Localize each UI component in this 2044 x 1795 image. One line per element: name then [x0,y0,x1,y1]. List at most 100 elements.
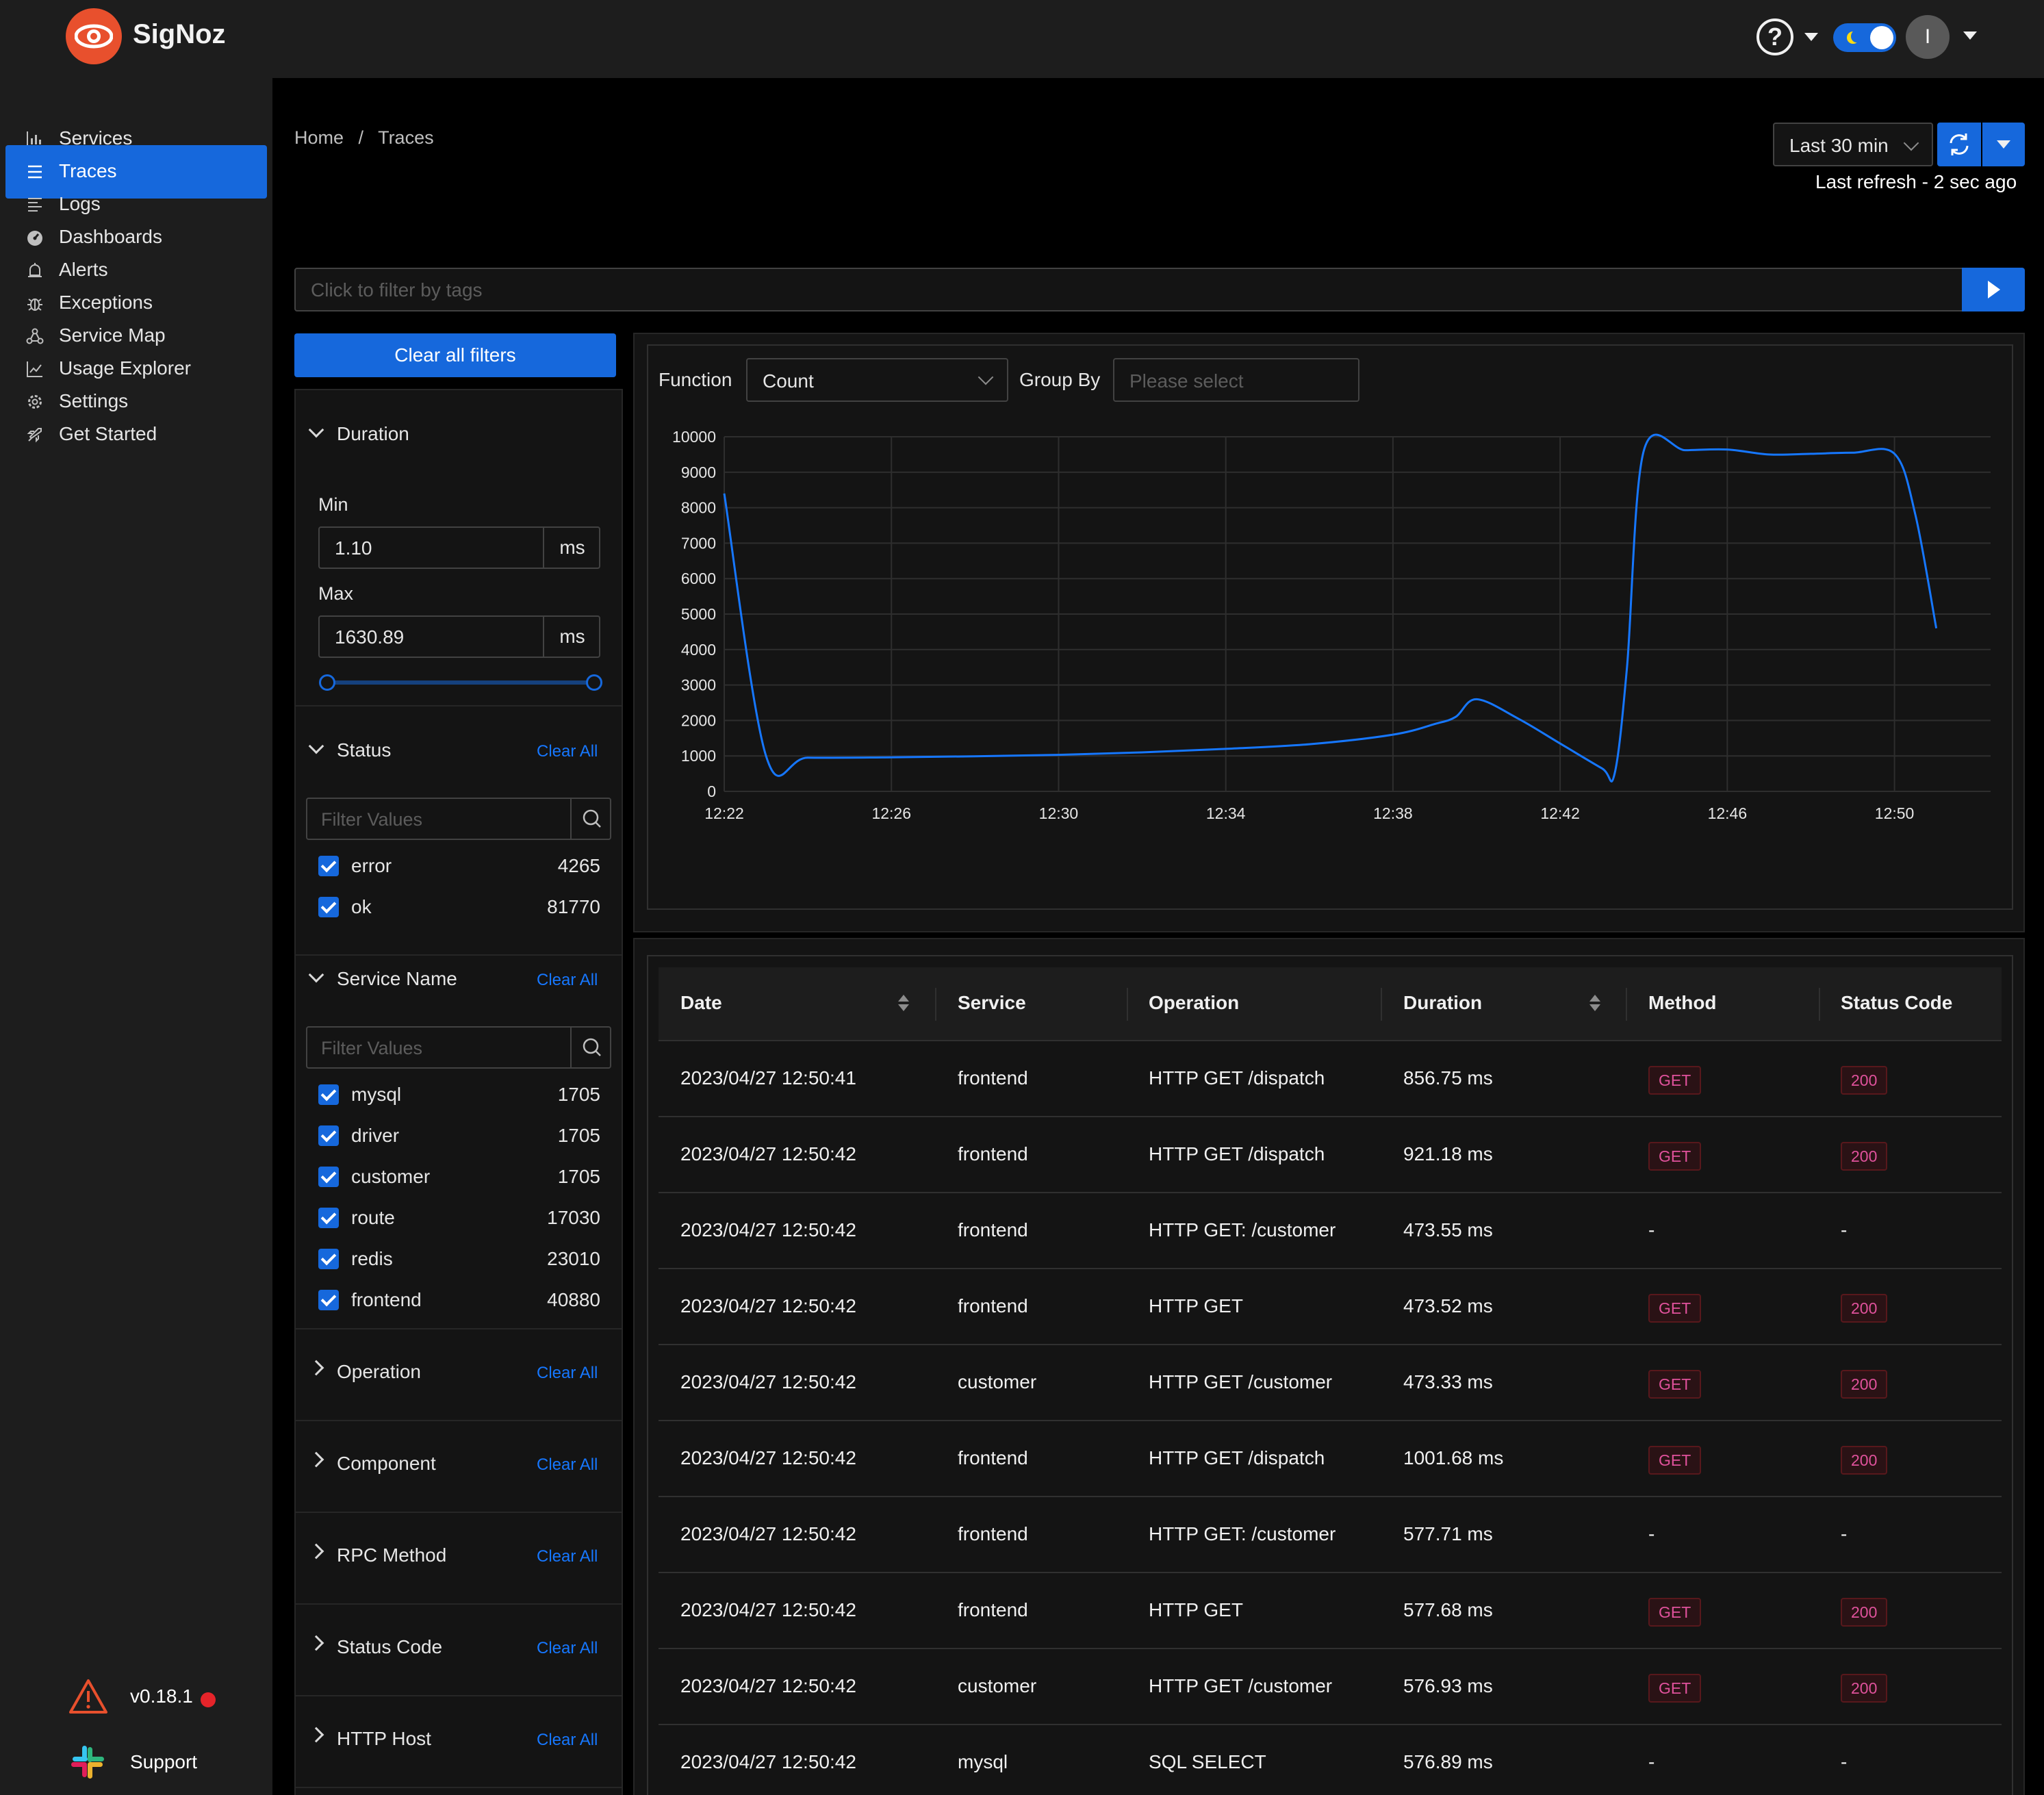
status-option-error[interactable]: error 4265 [318,852,600,880]
service-name-filter-search[interactable] [306,1026,611,1069]
status-code-clear-all-link[interactable]: Clear All [537,1639,598,1657]
group-by-select[interactable]: Please select [1113,358,1359,402]
checkbox[interactable] [318,897,339,917]
filter-rpc-method-title[interactable]: RPC Method [337,1544,447,1566]
service-option-customer[interactable]: customer 1705 [318,1163,600,1191]
table-row[interactable]: 2023/04/27 12:50:42 frontend HTTP GET /dis… [659,1421,2002,1497]
service-option-redis[interactable]: redis 23010 [318,1245,600,1273]
chevron-right-icon[interactable] [308,1727,324,1743]
filter-duration-title[interactable]: Duration [337,423,409,444]
signoz-logo[interactable] [66,8,122,64]
component-clear-all-link[interactable]: Clear All [537,1455,598,1474]
status-option-ok[interactable]: ok 81770 [318,893,600,921]
checkbox[interactable] [318,1167,339,1187]
user-avatar[interactable]: I [1906,15,1950,59]
sidebar-item-dashboards[interactable]: Dashboards [5,211,267,264]
duration-range-slider[interactable] [327,680,593,685]
column-header-duration[interactable]: Duration [1403,992,1483,1013]
user-dropdown-caret-icon[interactable] [1963,31,1977,40]
version-indicator[interactable]: v0.18.1 [68,1679,216,1720]
table-row[interactable]: 2023/04/27 12:50:42 frontend HTTP GET 577.6… [659,1573,2002,1649]
column-header-date[interactable]: Date [680,992,722,1013]
duration-max-handle[interactable] [586,674,602,691]
table-row[interactable]: 2023/04/27 12:50:41 frontend HTTP GET /dis… [659,1041,2002,1117]
refresh-button[interactable] [1937,123,1981,166]
sidebar-item-services[interactable]: Services [5,112,267,166]
table-row[interactable]: 2023/04/27 12:50:42 frontend HTTP GET: /cu… [659,1193,2002,1269]
sidebar-item-service-map[interactable]: Service Map [5,309,267,363]
search-button[interactable] [570,1028,611,1067]
help-dropdown-caret-icon[interactable] [1804,33,1818,41]
breadcrumb-home[interactable]: Home [294,127,344,148]
sidebar-item-settings[interactable]: Settings [5,375,267,429]
chevron-right-icon[interactable] [308,1360,324,1376]
table-row[interactable]: 2023/04/27 12:50:42 customer HTTP GET /cus… [659,1345,2002,1421]
chevron-right-icon[interactable] [308,1543,324,1560]
filter-status-code-title[interactable]: Status Code [337,1636,443,1657]
chevron-right-icon[interactable] [308,1451,324,1468]
y-tick-label: 1000 [681,747,716,765]
support-link[interactable]: Support [68,1743,197,1784]
sidebar-item-alerts[interactable]: Alerts [5,244,267,297]
http-host-clear-all-link[interactable]: Clear All [537,1731,598,1749]
chevron-down-icon[interactable] [308,738,324,754]
search-button[interactable] [570,799,611,839]
checkbox[interactable] [318,1208,339,1228]
chevron-down-icon[interactable] [308,422,324,438]
service-option-frontend[interactable]: frontend 40880 [318,1286,600,1314]
checkbox[interactable] [318,1125,339,1146]
sidebar-item-exceptions[interactable]: Exceptions [5,277,267,330]
run-query-button[interactable] [1962,268,2025,311]
tag-filter-input[interactable] [311,279,1885,302]
brand-name[interactable]: SigNoz [133,19,226,49]
table-row[interactable]: 2023/04/27 12:50:42 mysql SQL SELECT 576.89… [659,1725,2002,1795]
filter-service-name-title[interactable]: Service Name [337,968,457,989]
rpc-method-clear-all-link[interactable]: Clear All [537,1547,598,1566]
sort-icon[interactable] [1589,993,1600,1014]
service-option-mysql[interactable]: mysql 1705 [318,1081,600,1108]
duration-min-handle[interactable] [319,674,335,691]
table-row[interactable]: 2023/04/27 12:50:42 customer HTTP GET /cus… [659,1649,2002,1725]
chevron-right-icon[interactable] [308,1635,324,1651]
checkbox[interactable] [318,856,339,876]
help-icon[interactable]: ? [1756,18,1793,55]
column-header-method: Method [1648,992,1717,1013]
refresh-interval-dropdown[interactable] [1982,123,2025,166]
chevron-down-icon[interactable] [308,967,324,983]
sidebar-item-get-started[interactable]: Get Started [5,408,267,461]
sidebar-item-usage-explorer[interactable]: Usage Explorer [5,342,267,396]
checkbox[interactable] [318,1249,339,1269]
sidebar-item-label: Traces [59,160,117,181]
tag-filter-box[interactable] [294,268,1963,311]
table-row[interactable]: 2023/04/27 12:50:42 frontend HTTP GET /dis… [659,1117,2002,1193]
duration-cell: 1001.68 ms [1403,1447,1504,1468]
deployment-unit-icon [26,328,44,344]
duration-max-field[interactable]: 1630.89 ms [318,615,600,658]
time-range-select[interactable]: Last 30 min [1773,123,1933,166]
filter-http-host-title[interactable]: HTTP Host [337,1728,431,1749]
service-option-route[interactable]: route 17030 [318,1204,600,1232]
sidebar-item-traces[interactable]: Traces [5,145,267,199]
theme-toggle[interactable] [1833,23,1896,52]
status-clear-all-link[interactable]: Clear All [537,742,598,761]
duration-min-field[interactable]: 1.10 ms [318,526,600,569]
operation-clear-all-link[interactable]: Clear All [537,1364,598,1382]
service-option-driver[interactable]: driver 1705 [318,1122,600,1149]
sort-icon[interactable] [898,993,909,1014]
filter-operation-title[interactable]: Operation [337,1361,421,1382]
x-tick-label: 12:38 [1373,804,1413,822]
service-name-clear-all-link[interactable]: Clear All [537,971,598,989]
filter-status-title[interactable]: Status [337,739,392,761]
service-name-filter-input[interactable] [321,1037,567,1059]
clear-all-filters-button[interactable]: Clear all filters [294,333,616,377]
y-tick-label: 2000 [681,711,716,729]
table-row[interactable]: 2023/04/27 12:50:42 frontend HTTP GET: /cu… [659,1497,2002,1573]
checkbox[interactable] [318,1290,339,1310]
status-filter-input[interactable] [321,809,567,830]
status-filter-search[interactable] [306,798,611,840]
sidebar-item-logs[interactable]: Logs [5,178,267,231]
table-row[interactable]: 2023/04/27 12:50:42 frontend HTTP GET 473.5… [659,1269,2002,1345]
checkbox[interactable] [318,1084,339,1105]
filter-component-title[interactable]: Component [337,1453,436,1474]
function-select[interactable]: Count [746,358,1008,402]
